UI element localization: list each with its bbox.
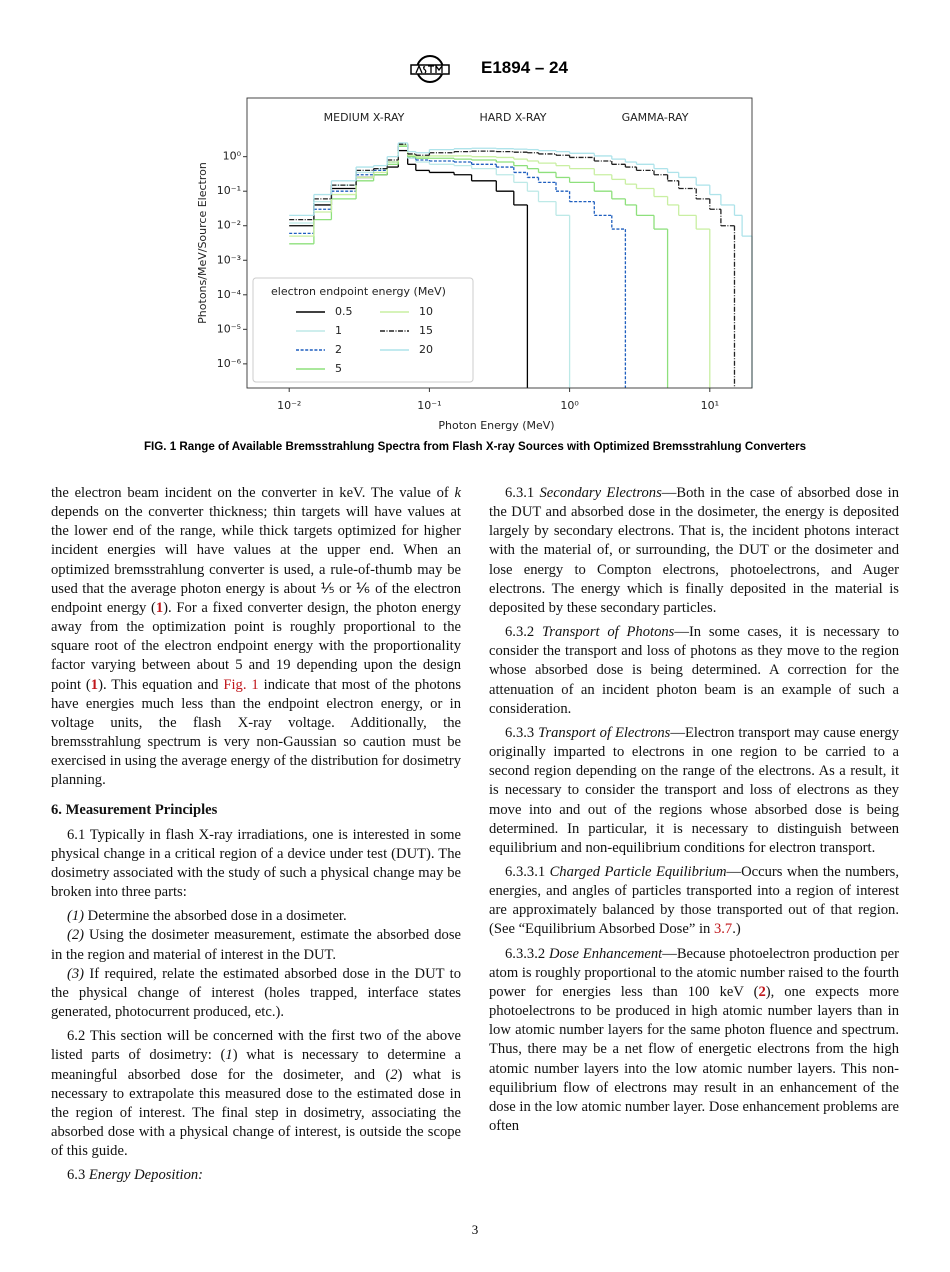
x-tick-label: 10¹: [701, 399, 719, 412]
region-label: MEDIUM X-RAY: [324, 111, 405, 124]
text-run: Energy Deposition:: [88, 1167, 204, 1184]
figure-link[interactable]: Fig. 1: [223, 676, 259, 693]
section-link[interactable]: 3.7: [713, 921, 733, 938]
astm-logo: [410, 55, 450, 83]
text-run: 6.3: [67, 1167, 89, 1184]
citation-link[interactable]: 2: [758, 983, 766, 1000]
legend-box: [252, 277, 474, 383]
y-tick-label: 10⁻²: [217, 219, 241, 232]
citation-link[interactable]: 1: [90, 676, 99, 693]
text-run: Transport of Electrons: [538, 724, 671, 741]
text-run: 6.3.3.1: [505, 863, 550, 880]
legend: electron endpoint energy (MeV) 0.5 1 2 5 10 15…: [252, 277, 474, 383]
citation-link[interactable]: 1: [155, 599, 164, 616]
text-run: 6.3.2: [505, 624, 542, 641]
x-axis-label: Photon Energy (MeV): [438, 419, 554, 432]
x-tick-label: 10⁻²: [277, 399, 301, 412]
legend-label: 2: [335, 343, 342, 356]
y-tick-label: 10⁻⁶: [217, 357, 242, 370]
legend-label: 0.5: [335, 305, 353, 318]
plot-frame: [246, 97, 753, 389]
region-label: GAMMA-RAY: [622, 111, 689, 124]
text-run: ) what is necessary to determine a meani…: [51, 1047, 461, 1083]
y-tick-label: 10⁻⁴: [217, 288, 242, 301]
text-run: ), one expects more photoelectrons to be…: [489, 983, 899, 1134]
text-run: 6. Measurement Principles: [51, 801, 218, 818]
text-run: (2): [67, 927, 85, 944]
text-run: —Electron transport may cause energy ori…: [489, 724, 899, 856]
paragraph: (3) If required, relate the estimated ab…: [51, 965, 461, 1022]
text-run: Determine the absorbed dose in a dosimet…: [84, 908, 347, 925]
text-run: —Occurs when the numbers, energies, and …: [489, 863, 900, 938]
text-run: Secondary Electrons: [539, 485, 662, 501]
paragraph: 6.3.3 Transport of Electrons—Electron tr…: [489, 724, 899, 858]
section-heading: 6. Measurement Principles: [51, 801, 461, 820]
text-run: indicate that most of the photons have e…: [51, 676, 461, 789]
text-run: Charged Particle Equilibrium: [549, 863, 727, 880]
text-run: Using the dosimeter measurement, estimat…: [51, 927, 461, 963]
text-run: —In some cases, it is necessary to consi…: [489, 624, 899, 717]
legend-title: electron endpoint energy (MeV): [271, 285, 446, 298]
legend-label: 15: [419, 324, 433, 337]
text-run: 6.3.1: [505, 485, 540, 501]
page-number: 3: [471, 1222, 479, 1237]
text-run: Dose Enhancement: [548, 945, 663, 962]
text-run: ) what is necessary to extrapolate this …: [51, 1066, 461, 1160]
text-run: If required, relate the estimated absorb…: [51, 965, 461, 1021]
paragraph: 6.3.1 Secondary Electrons—Both in the ca…: [489, 484, 899, 618]
legend-label: 5: [335, 362, 342, 375]
paragraph: 6.3.2 Transport of Photons—In some cases…: [489, 623, 899, 719]
paragraph: (1) Determine the absorbed dose in a dos…: [51, 907, 461, 926]
header: E1894 – 24: [408, 54, 568, 84]
legend-label: 1: [335, 324, 342, 337]
text-run: depends on the converter thickness; thin…: [51, 504, 461, 616]
text-run: k: [454, 485, 461, 501]
region-label: HARD X-RAY: [480, 111, 547, 124]
legend-label: 20: [419, 343, 433, 356]
x-tick-label: 10⁻¹: [417, 399, 441, 412]
text-run: ). This equation and: [98, 676, 224, 693]
text-run: —Because photoelectron production per at…: [489, 945, 900, 1000]
paragraph: the electron beam incident on the conver…: [51, 484, 461, 791]
text-run: 6.2 This section will be concerned with …: [51, 1028, 461, 1064]
paragraph: 6.3.3.2 Dose Enhancement—Because photoel…: [489, 945, 899, 1137]
paragraph: 6.3.3.1 Charged Particle Equilibrium—Occ…: [489, 863, 899, 940]
chart: MEDIUM X-RAY HARD X-RAY GAMMA-RAY 10⁻² 10⁻¹ 1…: [196, 97, 753, 432]
designation: E1894 – 24: [481, 58, 568, 77]
legend-label: 10: [419, 305, 433, 318]
text-run: 6.3.3: [505, 724, 539, 741]
plot-area: [289, 142, 753, 388]
text-run: 6.1 Typically in flash X-ray irradiation…: [51, 826, 461, 901]
figure-caption: FIG. 1 Range of Available Bremsstrahlung…: [143, 440, 807, 453]
text-run: —Both in the case of absorbed dose in th…: [489, 485, 899, 616]
y-tick-label: 10⁻³: [217, 253, 241, 266]
paragraph: (2) Using the dosimeter measurement, est…: [51, 926, 461, 964]
text-run: .): [732, 921, 741, 938]
y-tick-label: 10⁻⁵: [217, 322, 241, 335]
text-run: Transport of Photons: [541, 624, 675, 641]
text-run: the electron beam incident on the conver…: [51, 485, 455, 501]
paragraph: 6.3 Energy Deposition:: [51, 1166, 461, 1185]
right-column: 6.3.1 Secondary Electrons—Both in the ca…: [489, 484, 899, 1141]
text-run: 2: [390, 1066, 398, 1083]
left-column: the electron beam incident on the conver…: [51, 484, 461, 1190]
paragraph: 6.1 Typically in flash X-ray irradiation…: [51, 826, 461, 903]
text-run: (3): [67, 965, 85, 982]
x-tick-label: 10⁰: [560, 399, 579, 412]
y-axis-label: Photons/MeV/Source Electron: [196, 162, 209, 324]
text-run: ). For a fixed converter design, the pho…: [51, 599, 461, 693]
text-run: 6.3.3.2: [505, 945, 549, 962]
text-run: 1: [225, 1047, 233, 1064]
text-run: (1): [67, 908, 85, 925]
y-tick-label: 10⁰: [223, 150, 242, 163]
paragraph: 6.2 This section will be concerned with …: [51, 1027, 461, 1161]
y-tick-label: 10⁻¹: [217, 184, 241, 197]
